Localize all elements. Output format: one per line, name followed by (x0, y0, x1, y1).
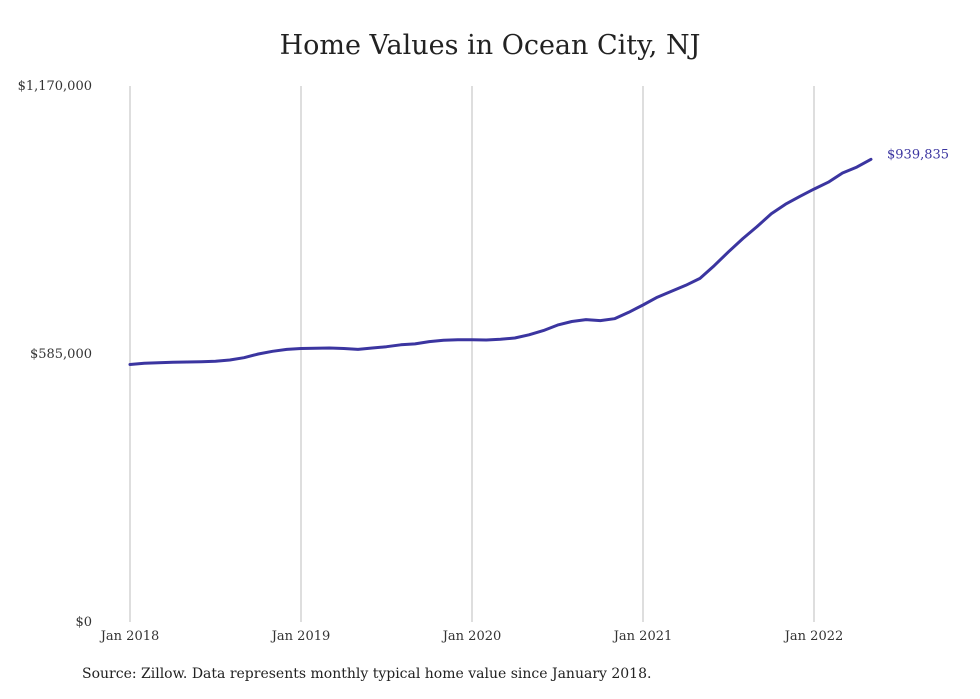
x-tick-label: Jan 2020 (441, 629, 502, 644)
x-tick-label: Jan 2018 (99, 629, 160, 644)
series-line (128, 157, 873, 366)
x-axis-ticks: Jan 2018 Jan 2019 Jan 2020 Jan 2021 Jan 2022 (99, 629, 844, 644)
y-tick-label: $0 (75, 615, 92, 630)
source-note: Source: Zillow. Data represents monthly … (82, 666, 652, 682)
chart-title: Home Values in Ocean City, NJ (279, 30, 701, 61)
y-tick-label: $585,000 (30, 347, 92, 362)
x-tick-label: Jan 2021 (612, 629, 673, 644)
x-tick-label: Jan 2022 (783, 629, 844, 644)
end-value-label: $939,835 (887, 147, 949, 162)
x-tick-label: Jan 2019 (270, 629, 331, 644)
y-axis-ticks: $0 $585,000 $1,170,000 (18, 79, 92, 630)
gridlines (129, 86, 815, 622)
series-lines: $939,835 (128, 147, 949, 366)
y-tick-label: $1,170,000 (18, 79, 92, 94)
